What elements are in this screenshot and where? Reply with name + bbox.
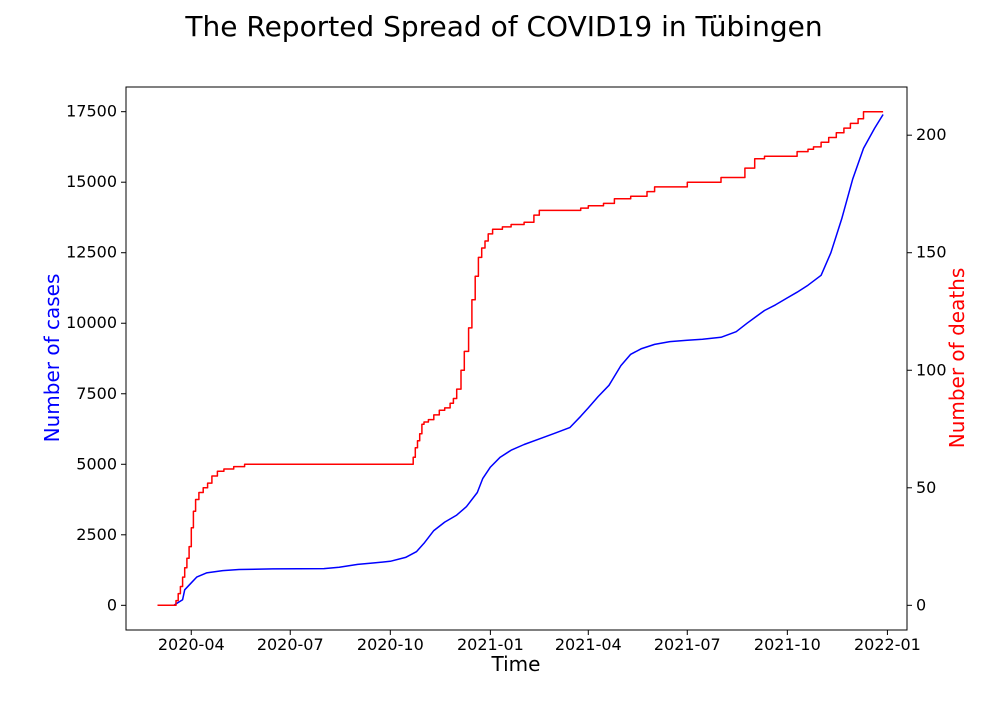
- y-left-tick-label: 0: [107, 595, 117, 614]
- x-tick-label: 2020-07: [257, 635, 324, 654]
- x-tick-label: 2020-10: [357, 635, 424, 654]
- y-left-tick-label: 15000: [66, 172, 117, 191]
- x-tick-label: 2021-01: [457, 635, 524, 654]
- y-right-tick-label: 0: [916, 595, 926, 614]
- y-right-tick-label: 150: [916, 243, 947, 262]
- y-left-tick-label: 2500: [76, 525, 117, 544]
- cases-series-line: [157, 114, 884, 607]
- y-left-tick-label: 12500: [66, 243, 117, 262]
- y-right-axis-ticks: 0 50 100 150 200: [907, 125, 947, 614]
- y-left-tick-label: 7500: [76, 384, 117, 403]
- chart-title: The Reported Spread of COVID19 in Tübing…: [184, 10, 822, 43]
- x-axis-label: Time: [491, 652, 541, 676]
- x-tick-label: 2020-04: [158, 635, 225, 654]
- x-tick-label: 2021-10: [754, 635, 821, 654]
- y-left-tick-label: 5000: [76, 454, 117, 473]
- y-right-tick-label: 100: [916, 360, 947, 379]
- series-layer: [157, 110, 884, 607]
- y-right-axis-label: Number of deaths: [945, 268, 969, 449]
- x-tick-label: 2022-01: [854, 635, 921, 654]
- deaths-series-line: [157, 110, 884, 607]
- y-left-tick-label: 17500: [66, 102, 117, 121]
- x-axis-ticks: 2020-04 2020-07 2020-10 2021-01 2021-04 2021-…: [158, 630, 921, 654]
- y-right-tick-label: 200: [916, 125, 947, 144]
- x-tick-label: 2021-07: [654, 635, 721, 654]
- y-left-axis-label: Number of cases: [40, 274, 64, 443]
- y-left-tick-label: 10000: [66, 313, 117, 332]
- y-left-axis-ticks: 0 2500 5000 7500 10000 12500 15000 17500: [66, 102, 126, 614]
- x-tick-label: 2021-04: [555, 635, 622, 654]
- plot-area: [125, 86, 908, 631]
- y-right-tick-label: 50: [916, 478, 936, 497]
